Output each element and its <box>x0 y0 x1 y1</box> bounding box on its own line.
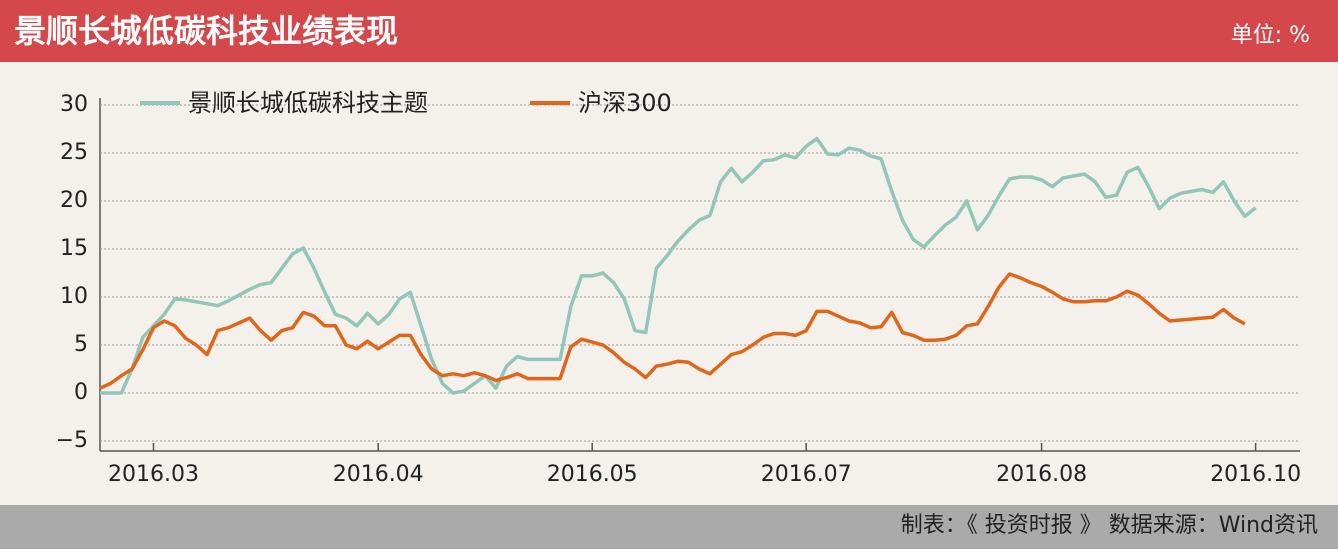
x-tick-label: 2016.04 <box>333 462 424 487</box>
y-tick-label: 30 <box>60 92 88 117</box>
y-tick-label: 20 <box>60 188 88 213</box>
legend-label: 沪深300 <box>578 89 672 117</box>
y-tick-label: 5 <box>74 332 88 357</box>
title: 景顺长城低碳科技业绩表现 <box>14 12 398 50</box>
footer-band <box>0 505 1338 549</box>
source: 制表：《 投资时报 》 数据来源：Wind资讯 <box>901 513 1318 538</box>
unit: 单位: % <box>1231 23 1310 48</box>
x-tick-label: 2016.10 <box>1210 462 1301 487</box>
y-tick-label: −5 <box>56 428 88 453</box>
legend-label: 景顺长城低碳科技主题 <box>188 89 428 117</box>
y-tick-label: 0 <box>74 380 88 405</box>
x-tick-label: 2016.07 <box>761 462 852 487</box>
series-line <box>99 272 1246 390</box>
y-tick-label: 10 <box>60 284 88 309</box>
x-tick-label: 2016.08 <box>996 462 1087 487</box>
header-band <box>0 0 1338 62</box>
series-line <box>100 136 1257 395</box>
y-tick-label: 25 <box>60 140 88 165</box>
y-tick-label: 15 <box>60 236 88 261</box>
x-tick-label: 2016.03 <box>108 462 199 487</box>
x-tick-label: 2016.05 <box>547 462 638 487</box>
